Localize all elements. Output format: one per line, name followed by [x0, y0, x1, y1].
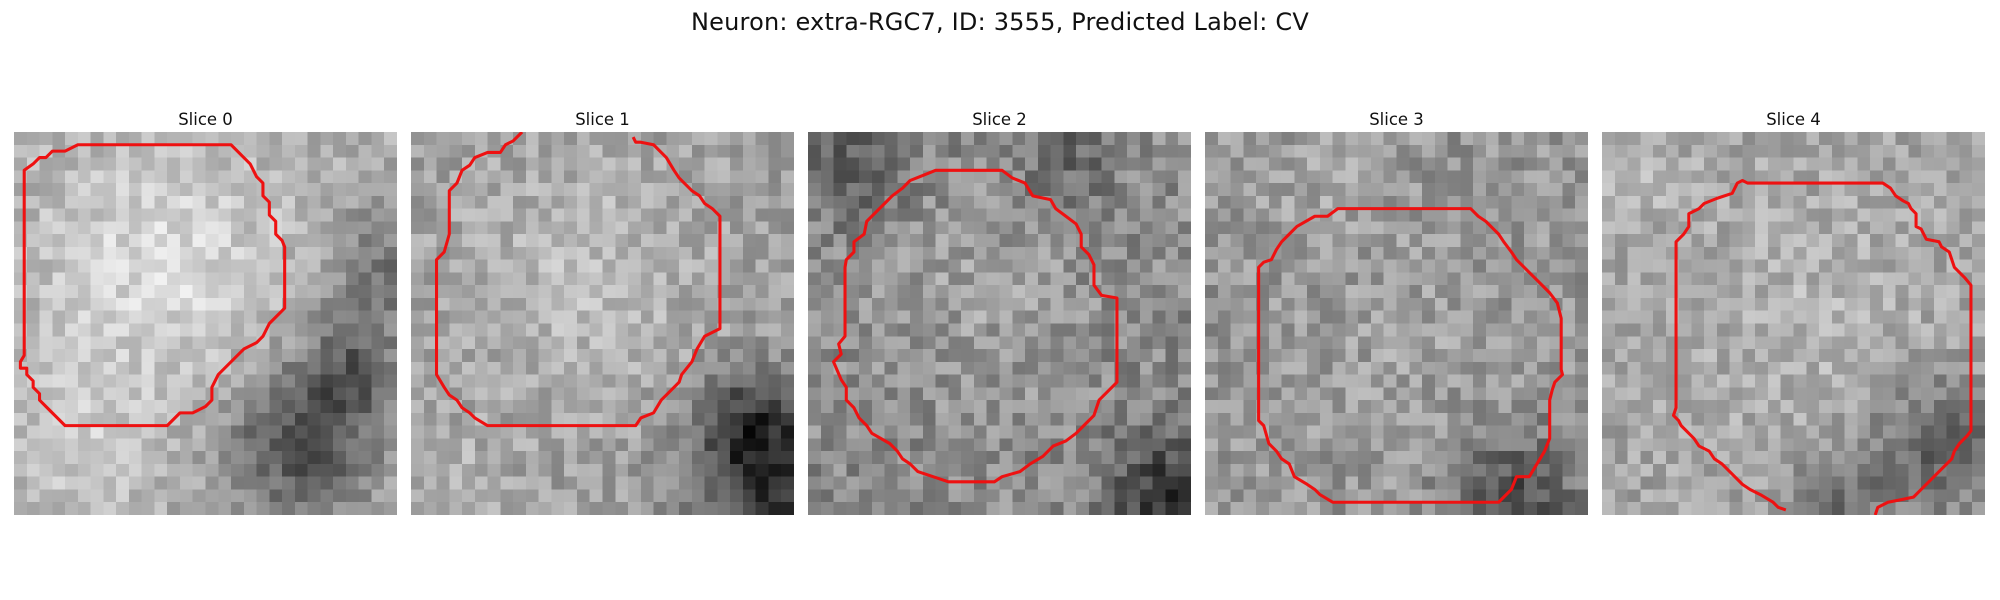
slice-image	[808, 132, 1191, 515]
slice-image	[1205, 132, 1588, 515]
slice-title: Slice 1	[575, 110, 630, 129]
cell-contour	[18, 143, 287, 428]
cell-contour	[832, 168, 1119, 484]
slice-image	[1602, 132, 1985, 515]
slice-panel-1: Slice 1	[411, 108, 794, 515]
slice-title: Slice 3	[1369, 110, 1424, 129]
slice-title: Slice 0	[178, 110, 233, 129]
slice-panel-3: Slice 3	[1205, 108, 1588, 515]
cell-contour	[435, 132, 722, 428]
slice-image	[411, 132, 794, 515]
slice-panel-4: Slice 4	[1602, 108, 1985, 515]
figure-title: Neuron: extra-RGC7, ID: 3555, Predicted …	[691, 8, 1309, 36]
slice-title: Slice 4	[1766, 110, 1821, 129]
slice-panel-0: Slice 0	[14, 108, 397, 515]
cell-contour	[1671, 178, 1973, 515]
slice-panel-2: Slice 2	[808, 108, 1191, 515]
slice-image	[14, 132, 397, 515]
cell-contour	[1257, 207, 1564, 504]
slice-title: Slice 2	[972, 110, 1027, 129]
